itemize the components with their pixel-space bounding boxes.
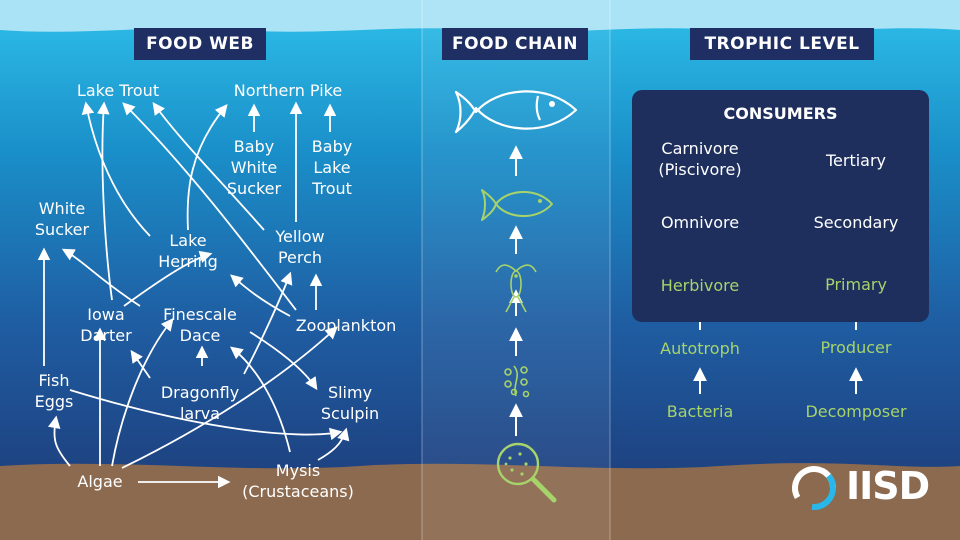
label-autotroph: Autotroph [660, 339, 740, 358]
arrow-perch-to-lake-trout [152, 101, 265, 231]
node-baby-lake-trout: Baby Lake Trout [311, 137, 353, 198]
label-carnivore: Carnivore (Piscivore) [658, 139, 742, 179]
sediment [0, 463, 960, 540]
label-omnivore: Omnivore [660, 213, 740, 232]
arrow-zooplankton-to-herring [230, 274, 291, 317]
logo-ring-icon [792, 466, 836, 510]
arrow-eggs-to-sculpin [69, 389, 343, 441]
consumers-box: CONSUMERS [632, 90, 929, 322]
node-dragonfly-larva: Dragonfly larva [160, 383, 240, 423]
small-fish-icon [481, 189, 553, 221]
node-yellow-perch: Yellow Perch [275, 227, 325, 267]
label-bacteria: Bacteria [666, 402, 734, 421]
label-herbivore: Herbivore [660, 276, 740, 295]
arrow-algae-to-dace [111, 318, 174, 467]
node-northern-pike: Northern Pike [233, 81, 343, 100]
arrow-herring-to-lake-trout [81, 101, 151, 237]
arrow-dragonfly-to-darter [130, 349, 151, 379]
arrow-zooplankton-to-lake-trout [122, 102, 297, 311]
node-lake-trout: Lake Trout [76, 81, 160, 100]
label-producer: Producer [820, 338, 892, 357]
arrow-algae-to-zooplankton [121, 326, 338, 469]
arrow-darter-to-herring [123, 250, 213, 307]
node-lake-herring: Lake Herring [158, 231, 218, 271]
sky-strip [0, 0, 960, 32]
food-web-title: FOOD WEB [134, 28, 266, 60]
arrow-dace-to-sculpin [249, 331, 318, 391]
arrow-mysis-to-dace [230, 346, 291, 453]
node-white-sucker: White Sucker [34, 199, 90, 239]
label-secondary: Secondary [813, 213, 899, 232]
logo-text: IISD [846, 464, 930, 508]
label-primary: Primary [825, 275, 887, 294]
node-algae: Algae [77, 472, 123, 491]
consumers-title: CONSUMERS [723, 104, 838, 123]
node-zooplankton: Zooplankton [295, 316, 397, 335]
arrow-dragonfly-to-perch [243, 271, 293, 375]
node-slimy-sculpin: Slimy Sculpin [320, 383, 380, 423]
node-fish-eggs: Fish Eggs [34, 371, 74, 411]
arrow-algae-to-eggs [48, 415, 71, 467]
node-mysis: Mysis (Crustaceans) [242, 461, 354, 501]
large-fish-icon [454, 90, 578, 134]
food-chain-title: FOOD CHAIN [442, 28, 588, 60]
iisd-logo: IISD [790, 462, 930, 514]
label-decomposer: Decomposer [805, 402, 907, 421]
arrow-mysis-to-sculpin [317, 427, 350, 461]
label-tertiary: Tertiary [825, 151, 887, 170]
algae-icon [504, 365, 530, 398]
arrow-dace-to-white-sucker [61, 248, 141, 307]
arrow-darter-to-lake-trout [96, 101, 113, 301]
node-baby-white-sucker: Baby White Sucker [226, 137, 282, 198]
arrow-herring-to-pike [186, 104, 228, 231]
food-web-arrows [37, 101, 350, 489]
bacteria-magnifier-icon [496, 442, 557, 503]
node-iowa-darter: Iowa Darter [80, 305, 132, 345]
zooplankton-icon [495, 264, 537, 313]
node-finescale-dace: Finescale Dace [163, 305, 237, 345]
trophic-level-title: TROPHIC LEVEL [690, 28, 874, 60]
